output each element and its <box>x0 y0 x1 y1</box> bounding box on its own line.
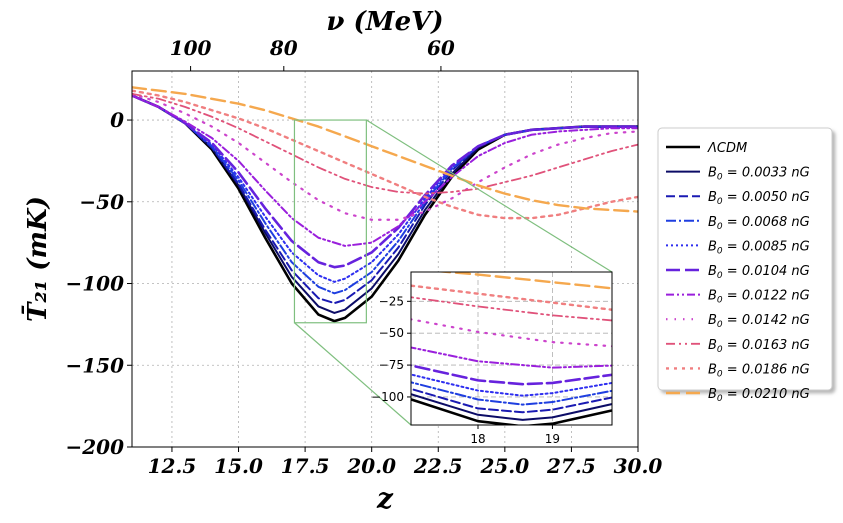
inset-plot: 18 19 −25 −50 −75 −100 <box>371 271 613 446</box>
x-tick-label: 15.0 <box>214 454 263 478</box>
legend-label-b-0-0-0068-ng: B0 = 0.0068 nG <box>708 215 810 232</box>
x-tick-label: 25.0 <box>479 454 529 478</box>
legend-label-cdm: ΛCDM <box>707 141 747 156</box>
main-plot: 12.5 15.0 17.5 20.0 22.5 25.0 27.5 30.0 0 −50 −10… <box>65 36 662 478</box>
zoom-connector-top <box>366 119 613 273</box>
zoom-source-box <box>293 119 367 324</box>
x-tick-label: 20.0 <box>346 454 396 478</box>
y-axis-ticks: 0 −50 −100 −150 −200 <box>65 108 132 459</box>
series-line-b-0-0-0085-ng <box>132 94 638 283</box>
x-axis-ticks: 12.5 15.0 17.5 20.0 22.5 25.0 27.5 30.0 <box>148 447 663 478</box>
main-plot-frame <box>131 70 639 448</box>
zoom-annotation <box>293 119 613 426</box>
y-tick-label: −50 <box>79 190 124 214</box>
y-tick-label: 0 <box>110 108 124 132</box>
zoom-connector-bottom <box>294 322 412 426</box>
top-tick-label: 100 <box>170 36 212 60</box>
x-tick-label: 12.5 <box>148 454 197 478</box>
legend-label-b-0-0-0085-ng: B0 = 0.0085 nG <box>708 239 810 256</box>
inset-background <box>411 272 612 425</box>
legend-label-b-0-0-0163-ng: B0 = 0.0163 nG <box>708 338 810 355</box>
x-tick-label: 27.5 <box>546 454 596 478</box>
inset-y-tick-label: −75 <box>379 358 404 372</box>
top-tick-label: 60 <box>427 36 455 60</box>
y-tick-label: −150 <box>65 353 124 377</box>
legend-items: ΛCDM B0 = 0.0033 nG B0 = 0.0050 nG B0 = 0.0… <box>666 141 810 404</box>
legend-label-b-0-0-0033-ng: B0 = 0.0033 nG <box>708 166 810 183</box>
series-line-b-0-0-0122-ng <box>132 94 638 247</box>
legend-box <box>657 127 833 391</box>
legend-label-b-0-0-0186-ng: B0 = 0.0186 nG <box>708 362 810 379</box>
inset-y-tick-label: −50 <box>379 326 404 340</box>
legend-label-b-0-0-0142-ng: B0 = 0.0142 nG <box>708 313 810 330</box>
x-axis-title: z <box>376 482 394 515</box>
legend-label-b-0-0-0050-ng: B0 = 0.0050 nG <box>708 190 810 207</box>
series-line-b-0-0-0163-ng <box>132 92 638 195</box>
legend: ΛCDM B0 = 0.0033 nG B0 = 0.0050 nG B0 = 0.0… <box>657 127 833 404</box>
y-axis-title: T̄₂₁ (mK) <box>21 196 53 322</box>
inset-ticks: 18 19 −25 −50 −75 −100 <box>371 294 560 446</box>
y-tick-label: −100 <box>65 272 124 296</box>
legend-label-b-0-0-0210-ng: B0 = 0.0210 nG <box>708 387 810 404</box>
x-tick-label: 17.5 <box>281 454 330 478</box>
series-line-b-0-0-0104-ng <box>132 94 638 269</box>
top-axis-ticks: 100 80 60 <box>170 36 455 71</box>
y-tick-label: −200 <box>65 435 124 459</box>
main-series-group <box>132 86 638 323</box>
x-tick-label: 30.0 <box>614 454 663 478</box>
inset-y-tick-label: −100 <box>371 390 404 404</box>
top-tick-label: 80 <box>269 36 298 60</box>
inset-x-tick-label: 18 <box>470 432 485 446</box>
legend-label-b-0-0-0104-ng: B0 = 0.0104 nG <box>708 264 810 281</box>
series-line-b-0-0-0142-ng <box>132 92 638 221</box>
inset-y-tick-label: −25 <box>379 294 404 308</box>
inset-frame <box>410 271 613 426</box>
series-line-b-0-0-0186-ng <box>132 89 638 220</box>
inset-x-tick-label: 19 <box>545 432 560 446</box>
x-tick-label: 22.5 <box>413 454 463 478</box>
top-axis-title: ν (MeV) <box>326 7 443 37</box>
legend-label-b-0-0-0122-ng: B0 = 0.0122 nG <box>708 289 810 306</box>
series-line-b-0-0-0210-ng <box>132 86 638 213</box>
